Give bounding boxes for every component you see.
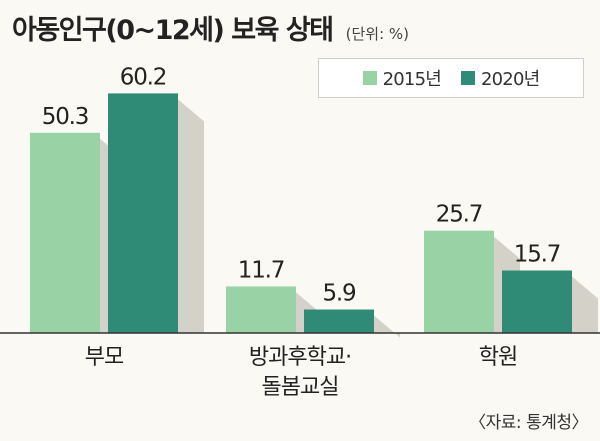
legend-label-2015: 2015년 (382, 69, 442, 90)
bar-2-0 (424, 230, 494, 333)
legend: 2015년 2020년 (318, 58, 584, 98)
bar-0-1 (108, 93, 178, 334)
title-row: 아동인구(0~12세) 보육 상태 (단위: %) (12, 8, 409, 47)
chart-title: 아동인구(0~12세) 보육 상태 (12, 15, 334, 46)
bar-2-1 (502, 270, 572, 333)
data-label-0-1: 60.2 (120, 64, 166, 90)
category-label-2-0: 학원 (479, 345, 517, 370)
source-note: 〈자료: 통계청〉 (469, 413, 588, 433)
data-label-2-1: 15.7 (514, 242, 560, 268)
legend-swatch-2015 (362, 71, 377, 85)
unit-label: (단위: %) (345, 25, 410, 43)
bar-1-1 (304, 309, 374, 333)
category-label-1-1: 돌봄교실 (262, 375, 339, 400)
bar-shadow-0-1 (178, 99, 204, 334)
category-label-1-0: 방과후학교· (249, 345, 351, 370)
bar-shadow-2-1 (572, 276, 598, 333)
data-label-0-0: 50.3 (42, 104, 88, 130)
legend-label-2020: 2020년 (481, 69, 540, 90)
bar-0-0 (30, 132, 100, 333)
legend-item-2015: 2015년 (362, 65, 442, 91)
legend-swatch-2020 (461, 71, 475, 85)
category-label-0-0: 부모 (85, 345, 124, 370)
data-label-1-0: 11.7 (238, 257, 284, 283)
bar-1-0 (226, 286, 296, 333)
data-label-1-1: 5.9 (323, 281, 357, 307)
data-label-2-0: 25.7 (436, 202, 482, 228)
legend-item-2020: 2020년 (461, 65, 540, 91)
bar-shadow-1-1 (374, 315, 400, 338)
